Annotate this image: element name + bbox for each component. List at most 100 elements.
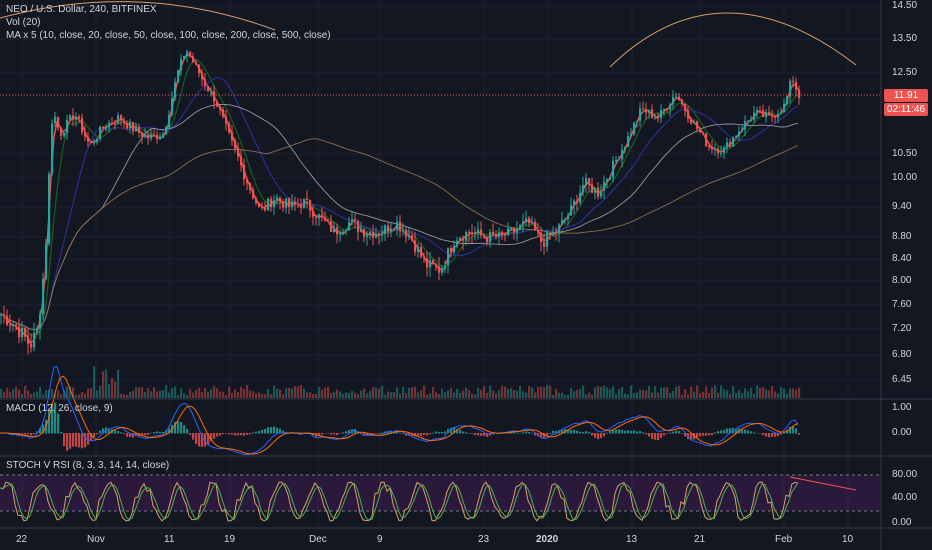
candle-body [636, 120, 639, 123]
macd-histogram-bar [483, 433, 486, 436]
candle-body [534, 221, 537, 231]
macd-histogram-bar [600, 433, 603, 438]
volume-bar [318, 386, 321, 398]
macd-histogram-bar [192, 433, 195, 440]
candle-body [258, 203, 261, 207]
candle-body [381, 233, 384, 236]
macd-signal-line [0, 375, 799, 455]
candle-body [708, 145, 711, 147]
candle-body [195, 62, 198, 65]
macd-histogram-bar [567, 429, 570, 434]
candle-body [204, 79, 207, 86]
volume-bar [750, 387, 753, 398]
candle-body [606, 179, 609, 182]
volume-bar [738, 390, 741, 398]
volume-bar [534, 392, 537, 398]
macd-histogram-bar [642, 432, 645, 434]
candle-body [345, 230, 348, 232]
macd-histogram-bar [459, 429, 462, 434]
candle-body [390, 229, 393, 232]
macd-histogram-bar [147, 433, 150, 436]
macd-histogram-bar [396, 431, 399, 434]
volume-bar [366, 393, 369, 398]
macd-histogram-bar [234, 433, 237, 436]
macd-histogram-bar [402, 433, 405, 434]
volume-bar [171, 387, 174, 398]
candle-body [27, 336, 30, 344]
macd-histogram-bar [279, 428, 282, 434]
candle-body [585, 178, 588, 186]
macd-histogram-bar [486, 433, 489, 437]
volume-bar [522, 391, 525, 398]
macd-histogram-bar [453, 427, 456, 434]
candle-body [648, 109, 651, 113]
macd-histogram-bar [210, 433, 213, 442]
candle-body [543, 241, 546, 247]
volume-bar [432, 387, 435, 398]
volume-bar [9, 391, 12, 398]
stoch-tick-label: 40.00 [892, 492, 918, 503]
candle-body [63, 132, 66, 136]
volume-bar [615, 394, 618, 398]
drawing-arc [0, 1, 276, 31]
candle-body [324, 217, 327, 221]
candle-body [15, 324, 18, 327]
candle-body [339, 234, 342, 236]
volume-bar [99, 385, 102, 398]
macd-histogram-bar [258, 430, 261, 434]
macd-histogram-bar [795, 428, 798, 434]
macd-histogram-bar [48, 411, 51, 434]
volume-bar [0, 388, 3, 398]
candle-body [243, 165, 246, 180]
macd-histogram-bar [240, 433, 243, 436]
volume-bar [279, 389, 282, 398]
volume-bar [381, 385, 384, 398]
candle-body [384, 225, 387, 234]
macd-histogram-bar [264, 429, 267, 434]
volume-bar [303, 388, 306, 398]
macd-histogram-bar [774, 433, 777, 437]
macd-histogram-bar [522, 432, 525, 434]
volume-bar [6, 387, 9, 398]
candle-body [66, 119, 69, 133]
macd-histogram-bar [639, 430, 642, 434]
candle-body [210, 90, 213, 92]
candle-body [465, 232, 468, 241]
volume-bar [546, 385, 549, 398]
volume-bar [135, 387, 138, 398]
candle-body [207, 85, 210, 92]
volume-bar [165, 385, 168, 398]
macd-histogram-bar [27, 433, 30, 435]
volume-bar [567, 394, 570, 398]
volume-bar [324, 387, 327, 398]
volume-bar [798, 387, 801, 398]
volume-bar [612, 386, 615, 398]
candle-body [216, 101, 219, 107]
volume-bar [654, 386, 657, 398]
volume-bar [507, 388, 510, 398]
macd-histogram-bar [456, 429, 459, 434]
macd-histogram-bar [591, 433, 594, 436]
time-tick-label: Feb [775, 534, 793, 545]
candle-body [330, 221, 333, 232]
macd-histogram-bar [132, 433, 135, 438]
volume-bar [513, 390, 516, 398]
macd-histogram-bar [141, 433, 144, 436]
candle-body [375, 233, 378, 238]
stoch-d-line [0, 482, 799, 521]
macd-histogram-bar [39, 428, 42, 434]
volume-bar [18, 389, 21, 398]
macd-histogram-bar [93, 433, 96, 437]
volume-bar [492, 390, 495, 398]
candle-body [192, 56, 195, 63]
candle-body [771, 114, 774, 117]
macd-histogram-bar [531, 432, 534, 434]
macd-histogram-bar [261, 429, 264, 434]
volume-bar [45, 390, 48, 398]
volume-bar [156, 391, 159, 398]
macd-histogram-bar [576, 430, 579, 434]
candle-body [39, 313, 42, 329]
volume-bar [783, 388, 786, 398]
candle-body [99, 126, 102, 140]
